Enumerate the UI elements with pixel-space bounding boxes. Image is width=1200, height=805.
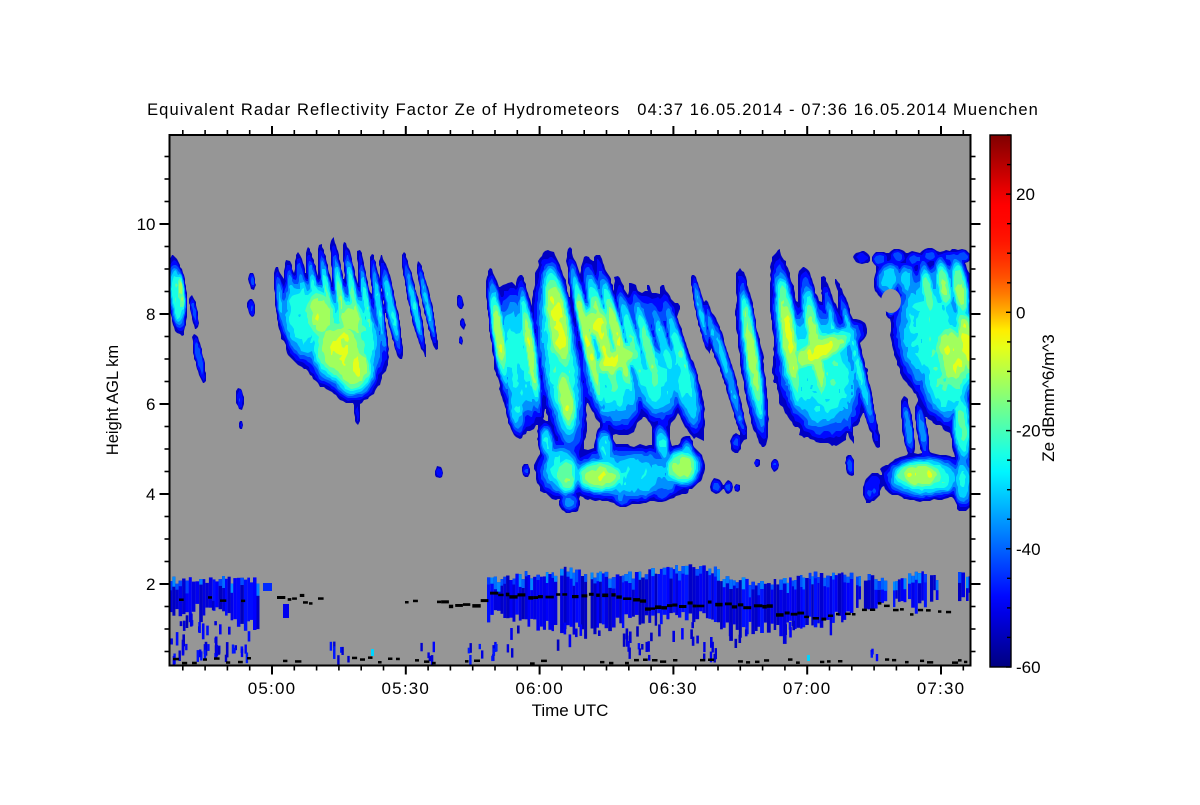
svg-text:Ze dBmm^6/m^3: Ze dBmm^6/m^3 <box>1039 334 1058 461</box>
svg-text:6: 6 <box>146 395 155 414</box>
svg-text:Height AGL km: Height AGL km <box>104 345 122 455</box>
svg-text:Equivalent Radar Reflectivity: Equivalent Radar Reflectivity Factor Ze … <box>147 101 1039 119</box>
svg-text:07:00: 07:00 <box>783 679 832 698</box>
svg-text:-60: -60 <box>1016 658 1041 677</box>
svg-text:4: 4 <box>146 485 155 504</box>
svg-text:20: 20 <box>1016 185 1035 204</box>
svg-text:05:30: 05:30 <box>382 679 431 698</box>
svg-text:0: 0 <box>1016 303 1025 322</box>
svg-text:Time UTC: Time UTC <box>532 701 609 720</box>
svg-text:-20: -20 <box>1016 422 1041 441</box>
svg-text:06:30: 06:30 <box>649 679 698 698</box>
svg-text:07:30: 07:30 <box>917 679 966 698</box>
svg-text:2: 2 <box>146 575 155 594</box>
svg-text:8: 8 <box>146 305 155 324</box>
svg-text:10: 10 <box>137 215 156 234</box>
svg-text:-40: -40 <box>1016 540 1041 559</box>
svg-text:05:00: 05:00 <box>248 679 297 698</box>
svg-text:06:00: 06:00 <box>515 679 564 698</box>
